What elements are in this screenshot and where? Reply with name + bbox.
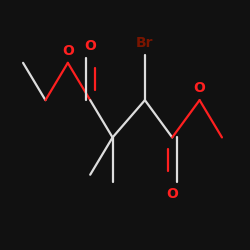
Text: O: O	[62, 44, 74, 58]
Text: O: O	[166, 187, 178, 201]
Text: Br: Br	[136, 36, 154, 51]
Text: O: O	[194, 81, 205, 95]
Text: O: O	[84, 39, 96, 53]
